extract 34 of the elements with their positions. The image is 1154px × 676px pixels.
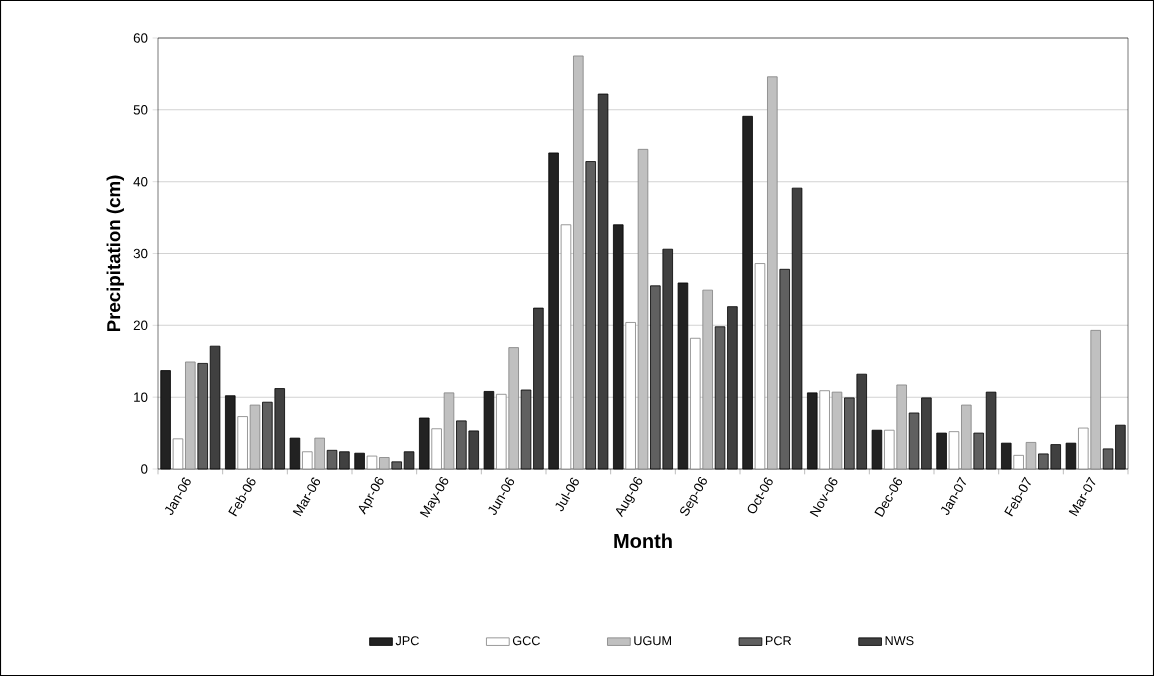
legend-label: NWS (885, 636, 914, 646)
y-tick-label: 50 (133, 105, 148, 115)
bar (754, 263, 766, 470)
y-tick-label: 0 (141, 464, 148, 474)
y-tick-label: 60 (133, 33, 148, 43)
y-tick-label: 40 (133, 176, 148, 187)
y-axis-title: Precipitation (cm) (106, 175, 124, 332)
bar (443, 392, 455, 470)
bar (831, 391, 843, 470)
bar (185, 361, 196, 470)
bar (637, 148, 649, 470)
bar (1013, 454, 1024, 470)
bar (172, 438, 184, 470)
bar (379, 457, 390, 470)
x-axis-title: Month (614, 533, 672, 549)
bar (948, 431, 960, 470)
bar (249, 404, 261, 470)
y-tick-label: 20 (133, 320, 148, 331)
bar (1025, 442, 1037, 470)
bar (819, 390, 830, 470)
bar (767, 76, 778, 470)
legend-label: JPC (395, 636, 419, 646)
bar (366, 455, 378, 470)
bar (573, 55, 584, 470)
y-tick-label: 30 (133, 248, 148, 259)
y-tick-label: 10 (134, 392, 148, 402)
bar (431, 428, 442, 470)
bar (560, 224, 572, 470)
bar (625, 322, 636, 470)
legend-label: UGUM (634, 636, 671, 646)
legend-label: PCR (765, 636, 792, 646)
bar (961, 404, 972, 470)
legend-label: GCC (512, 636, 540, 646)
bar (237, 416, 248, 470)
